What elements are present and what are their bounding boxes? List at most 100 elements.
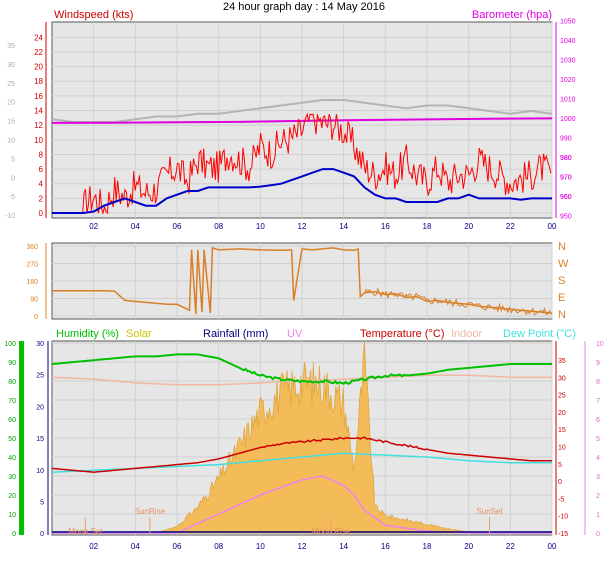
uv-tick-label: 5: [596, 436, 600, 443]
rain-tick-label: 0: [40, 531, 44, 538]
wind-x-tick-label: 14: [339, 222, 348, 231]
legend-item: UV: [287, 328, 303, 340]
direction-series: [52, 246, 553, 316]
rain-tick-label: 20: [36, 404, 44, 411]
uv-tick-label: 6: [596, 417, 600, 424]
humidity-tick-label: 70: [8, 398, 16, 405]
barometer-tick-label: 950: [560, 214, 572, 221]
wind-x-tick-label: 12: [298, 222, 307, 231]
direction-tick-label: 360: [26, 244, 38, 251]
temperature-tick-label: 15: [558, 427, 566, 434]
temperature-tick-label: 5: [558, 462, 562, 469]
temp-x-tick-label: 00: [548, 542, 557, 551]
faint-tick-label: 25: [7, 81, 15, 88]
barometer-tick-label: 1050: [560, 19, 576, 26]
annotation-label: SunSet: [476, 507, 503, 516]
temperature-tick-label: -10: [558, 514, 568, 521]
windspeed-tick-label: 2: [39, 194, 44, 203]
uv-line: [52, 475, 552, 534]
windspeed-tick-label: 6: [39, 165, 44, 174]
temperature-tick-label: 20: [558, 410, 566, 417]
temp-x-tick-label: 22: [506, 542, 515, 551]
uv-tick-label: 4: [596, 455, 600, 462]
faint-tick-label: 15: [7, 119, 15, 126]
compass-label: N: [558, 241, 566, 253]
uv-tick-label: 8: [596, 379, 600, 386]
temp-x-axis: 02 04 06 08 10 12 14 16 18 20 22 00: [89, 542, 557, 551]
windspeed-label: Windspeed (kts): [54, 9, 133, 21]
wind-x-axis: 02 04 06 08 10 12 14 16 18 20 22 00: [89, 222, 557, 231]
wind-x-tick-label: 20: [464, 222, 473, 231]
direction-left-axis: 360 270 180 90 0: [26, 243, 47, 321]
compass-label: N: [558, 309, 566, 321]
faint-tick-label: 5: [11, 156, 15, 163]
faint-tick-label: 30: [7, 62, 15, 69]
uv-tick-label: 9: [596, 360, 600, 367]
temp-x-tick-label: 04: [131, 542, 140, 551]
windspeed-tick-label: 14: [34, 107, 43, 116]
temperature-tick-label: 35: [558, 358, 566, 365]
windspeed-tick-label: 24: [34, 33, 43, 42]
legend-item: Solar: [126, 328, 152, 340]
temp-x-tick-label: 02: [89, 542, 98, 551]
windspeed-tick-label: 0: [39, 209, 44, 218]
barometer-tick-label: 960: [560, 194, 572, 201]
temp-legend: Humidity (%) Solar Rainfall (mm) UV Temperat…: [56, 328, 576, 340]
windspeed-tick-label: 20: [34, 63, 43, 72]
legend-item: Rainfall (mm): [203, 328, 268, 340]
wind-x-tick-label: 18: [423, 222, 432, 231]
wind-direction-line: [52, 246, 553, 315]
wind-x-tick-label: 08: [214, 222, 223, 231]
temp-x-tick-label: 08: [214, 542, 223, 551]
barometer-right-axis: 1050104010301020101010009909809709609809…: [555, 19, 576, 221]
page-title: 24 hour graph day : 14 May 2016: [223, 1, 385, 13]
temp-x-tick-label: 20: [464, 542, 473, 551]
temp-series: [51, 342, 552, 534]
humidity-axis-bar: [19, 341, 24, 535]
temp-axes: 1009080706050403020100302520151050353025…: [4, 341, 604, 538]
barometer-line: [51, 117, 553, 124]
temperature-tick-label: -15: [558, 531, 568, 538]
windspeed-average-line: [52, 168, 552, 214]
uv-tick-label: 10: [596, 341, 604, 348]
uv-tick-label: 3: [596, 474, 600, 481]
legend-item: Dew Point (°C): [503, 328, 576, 340]
barometer-label: Barometer (hpa): [472, 9, 552, 21]
windspeed-tick-label: 4: [39, 180, 44, 189]
barometer-tick-label: 970: [560, 175, 572, 182]
wind-x-tick-label: 04: [131, 222, 140, 231]
temperature-tick-label: 0: [558, 479, 562, 486]
humidity-tick-label: 60: [8, 417, 16, 424]
faint-tick-label: 35: [7, 43, 15, 50]
humidity-tick-label: 0: [12, 531, 16, 538]
faint-tick-label: -5: [9, 194, 15, 201]
humidity-tick-label: 80: [8, 379, 16, 386]
temperature-tick-label: 10: [558, 445, 566, 452]
barometer-tick-label: 1020: [560, 77, 576, 84]
windspeed-tick-label: 8: [39, 150, 44, 159]
temp-x-tick-label: 16: [381, 542, 390, 551]
direction-tick-label: 180: [26, 279, 38, 286]
direction-tick-label: 90: [30, 297, 38, 304]
wind-barometer-panel: Windspeed (kts) Barometer (hpa) 24222018…: [5, 9, 576, 231]
temp-x-tick-label: 12: [298, 542, 307, 551]
wind-x-tick-label: 06: [173, 222, 182, 231]
uv-tick-label: 7: [596, 398, 600, 405]
barometer-tick-label: 990: [560, 136, 572, 143]
temperature-tick-label: 30: [558, 375, 566, 382]
direction-tick-label: 0: [34, 314, 38, 321]
humidity-line: [51, 353, 552, 385]
uv-tick-label: 0: [596, 531, 600, 538]
annotation-label: SunRise: [135, 507, 166, 516]
temperature-tick-label: 25: [558, 393, 566, 400]
wind-x-tick-label: 10: [256, 222, 265, 231]
humidity-tick-label: 20: [8, 493, 16, 500]
wind-x-tick-label: 02: [89, 222, 98, 231]
legend-item: Indoor: [451, 328, 483, 340]
windspeed-tick-label: 16: [34, 92, 43, 101]
faint-tick-label: 10: [7, 138, 15, 145]
annotation-label: Moon Rise: [312, 527, 351, 536]
wind-series: [51, 99, 553, 215]
temperature-tick-label: -5: [558, 496, 564, 503]
